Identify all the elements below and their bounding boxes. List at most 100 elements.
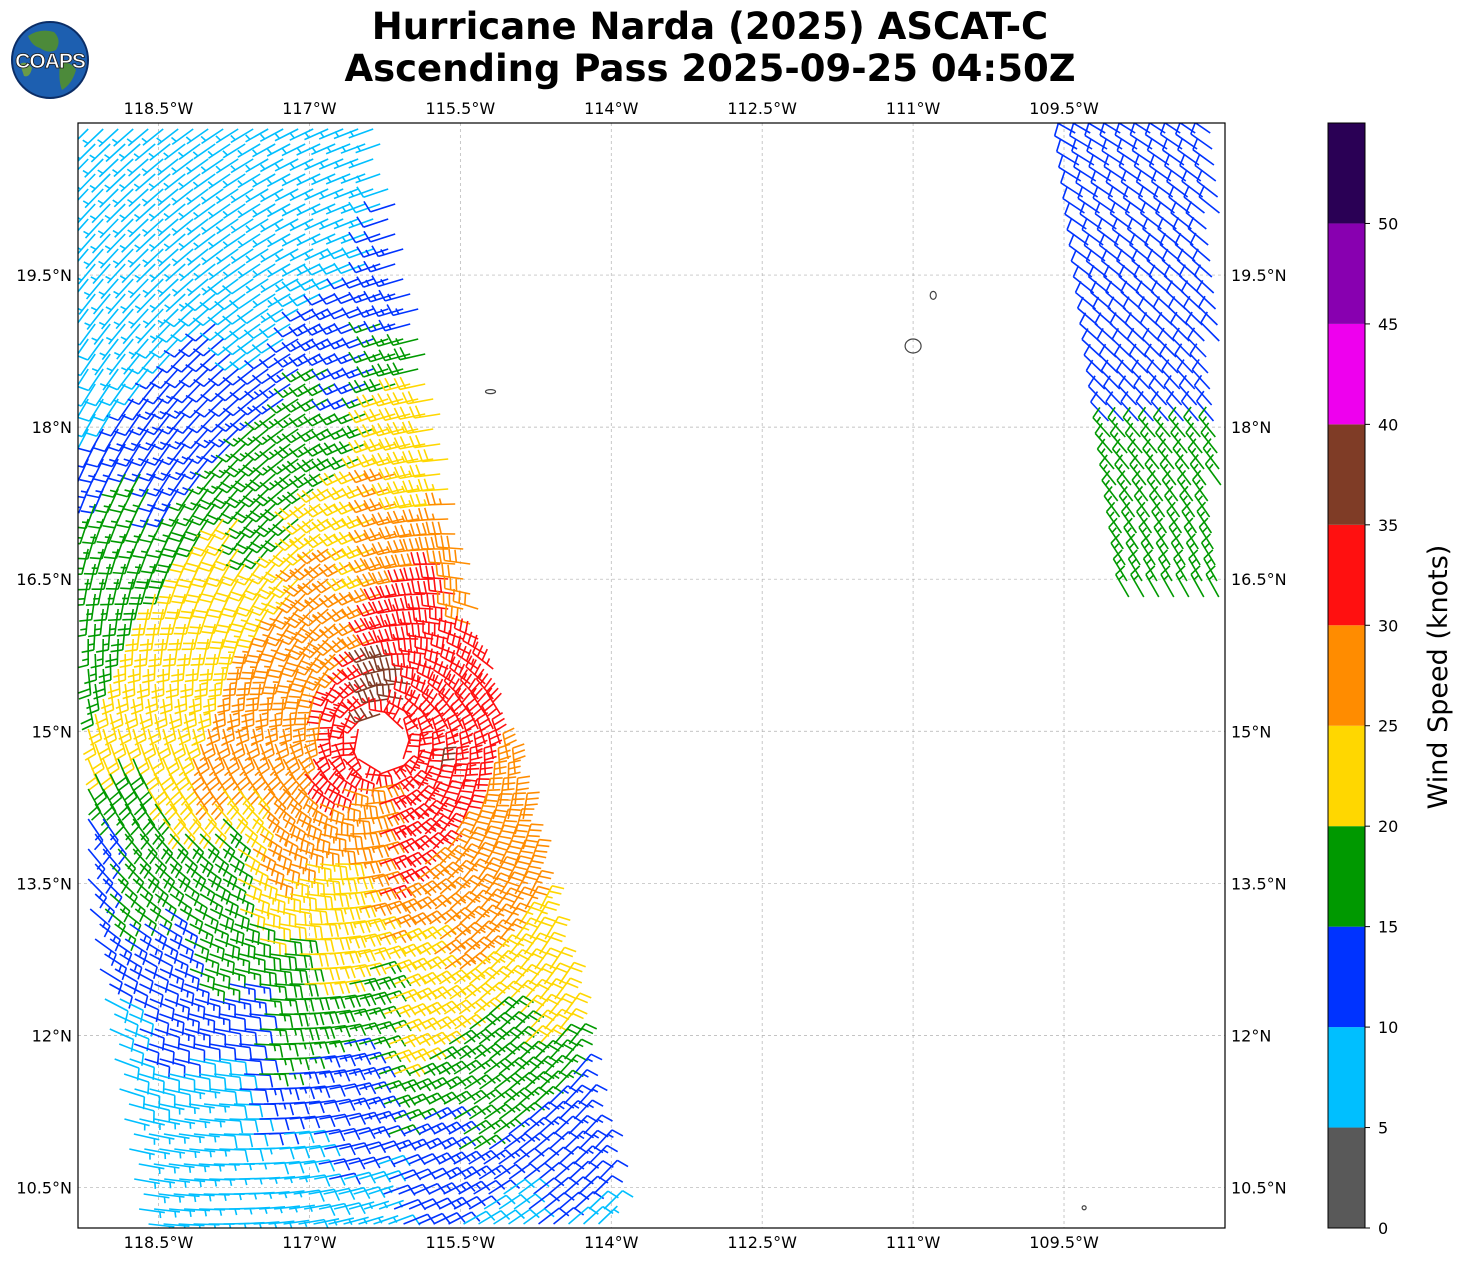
barb-half-flag	[222, 241, 229, 247]
barb-flag	[136, 688, 150, 694]
barb-half-flag	[250, 741, 257, 747]
barb-shaft	[88, 563, 96, 590]
barb-half-flag	[137, 427, 144, 431]
barb-half-flag	[431, 483, 435, 491]
barb-shaft	[297, 443, 321, 458]
gridlines	[78, 123, 1225, 1228]
wind-barb	[388, 626, 419, 640]
barb-flag	[274, 511, 285, 521]
barb-shaft	[293, 578, 314, 597]
barb-flag	[268, 558, 280, 568]
wind-barb	[296, 368, 329, 382]
barb-flag	[362, 513, 370, 526]
barb-flag	[236, 574, 249, 581]
barb-flag	[356, 604, 364, 617]
barb-flag	[207, 347, 219, 356]
wind-barb	[141, 128, 164, 146]
barb-flag	[331, 578, 341, 589]
wind-barb	[148, 173, 171, 192]
barb-flag	[361, 484, 370, 496]
barb-shaft	[275, 338, 299, 353]
barb-flag	[341, 753, 354, 757]
barb-flag	[318, 323, 327, 335]
barb-shaft	[169, 713, 177, 740]
barb-flag	[292, 644, 305, 651]
barb-shaft	[362, 638, 389, 647]
barb-shaft	[277, 488, 299, 506]
barb-shaft	[270, 533, 291, 553]
barb-shaft	[407, 634, 434, 640]
barb-shaft	[363, 188, 389, 198]
barb-flag	[377, 512, 385, 524]
barb-half-flag	[171, 167, 177, 173]
barb-flag	[432, 550, 437, 563]
barb-shaft	[196, 578, 209, 604]
wind-barb	[276, 593, 306, 614]
barb-flag	[393, 407, 401, 420]
barb-flag	[527, 791, 540, 795]
barb-flag	[107, 618, 121, 622]
barb-shaft	[99, 608, 104, 635]
barb-flag	[81, 723, 94, 731]
barb-flag	[296, 462, 307, 473]
wind-barb	[319, 218, 344, 231]
barb-flag	[288, 616, 300, 625]
barb-flag	[185, 599, 198, 604]
wind-barb	[142, 308, 164, 329]
barb-flag	[216, 592, 229, 598]
wind-barb	[164, 398, 194, 419]
barb-flag	[311, 369, 321, 381]
barb-flag	[386, 689, 392, 702]
barb-shaft	[308, 683, 321, 708]
barb-half-flag	[286, 680, 294, 683]
barb-shaft	[314, 623, 336, 642]
barb-half-flag	[455, 764, 463, 767]
barb-flag	[436, 678, 444, 691]
barb-flag	[314, 657, 326, 665]
barb-flag	[242, 464, 254, 473]
barb-half-flag	[368, 710, 374, 717]
barb-shaft	[184, 713, 192, 740]
barb-flag	[431, 565, 436, 579]
barb-flag	[102, 524, 115, 529]
barb-half-flag	[160, 472, 167, 477]
barb-flag	[441, 806, 454, 814]
wind-barb	[165, 428, 194, 450]
wind-barb	[274, 128, 299, 142]
barb-shaft	[434, 705, 449, 730]
barb-shaft	[333, 218, 359, 230]
barb-shaft	[152, 353, 171, 374]
wind-barb	[82, 188, 104, 209]
barb-flag	[331, 517, 341, 528]
wind-barb	[192, 173, 216, 190]
barb-half-flag	[233, 635, 241, 638]
barb-flag	[127, 747, 140, 756]
wind-barb	[386, 333, 419, 346]
barb-half-flag	[438, 498, 442, 505]
barb-flag	[130, 825, 140, 836]
wind-barb	[134, 203, 156, 222]
barb-flag	[311, 521, 321, 533]
barb-half-flag	[247, 437, 254, 443]
barb-half-flag	[222, 210, 229, 217]
wind-barb	[416, 659, 441, 685]
wind-barb	[89, 203, 111, 224]
barb-flag	[288, 843, 294, 856]
wind-barb	[144, 683, 159, 715]
barb-shaft	[311, 203, 336, 216]
barb-flag	[290, 747, 303, 755]
barb-flag	[356, 336, 365, 348]
wind-barb	[89, 143, 111, 163]
barb-half-flag	[362, 472, 368, 480]
barb-flag	[215, 629, 228, 634]
barb-flag	[116, 633, 130, 637]
barb-shaft	[225, 443, 246, 463]
barb-half-flag	[141, 137, 148, 143]
barb-flag	[450, 605, 453, 618]
barb-shaft	[275, 308, 299, 323]
barb-flag	[359, 707, 368, 719]
barb-half-flag	[284, 727, 291, 731]
barb-flag	[114, 753, 127, 761]
barb-half-flag	[178, 303, 185, 309]
barb-shaft	[384, 473, 411, 481]
